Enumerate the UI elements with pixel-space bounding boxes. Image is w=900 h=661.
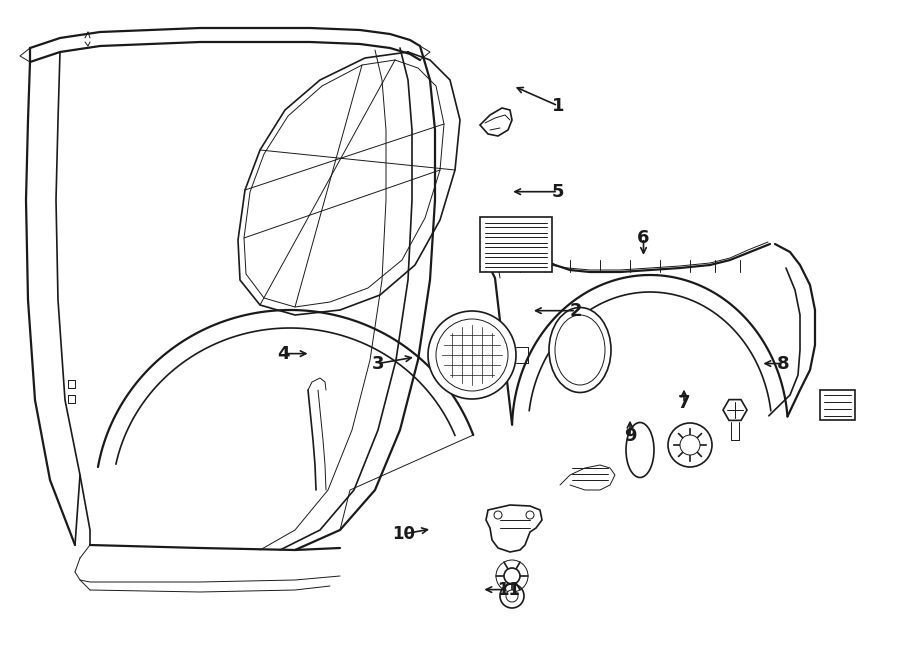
Circle shape <box>500 584 524 608</box>
Polygon shape <box>723 400 747 420</box>
Text: 9: 9 <box>624 427 636 446</box>
Ellipse shape <box>626 422 654 477</box>
Circle shape <box>428 311 516 399</box>
Text: 11: 11 <box>497 580 520 599</box>
Circle shape <box>668 423 712 467</box>
Circle shape <box>680 435 700 455</box>
Text: 4: 4 <box>277 344 290 363</box>
Ellipse shape <box>555 315 605 385</box>
Ellipse shape <box>549 307 611 393</box>
Text: 2: 2 <box>570 301 582 320</box>
Text: 7: 7 <box>678 394 690 412</box>
Text: 6: 6 <box>637 229 650 247</box>
Text: 5: 5 <box>552 182 564 201</box>
Circle shape <box>506 590 518 602</box>
Circle shape <box>504 568 520 584</box>
Circle shape <box>526 511 534 519</box>
Polygon shape <box>820 390 855 420</box>
Polygon shape <box>480 108 512 136</box>
Circle shape <box>494 511 502 519</box>
Polygon shape <box>480 217 552 272</box>
Circle shape <box>436 319 508 391</box>
Text: 3: 3 <box>372 354 384 373</box>
Polygon shape <box>486 505 542 552</box>
Text: 1: 1 <box>552 97 564 115</box>
Text: 10: 10 <box>392 525 415 543</box>
Text: 8: 8 <box>777 354 789 373</box>
